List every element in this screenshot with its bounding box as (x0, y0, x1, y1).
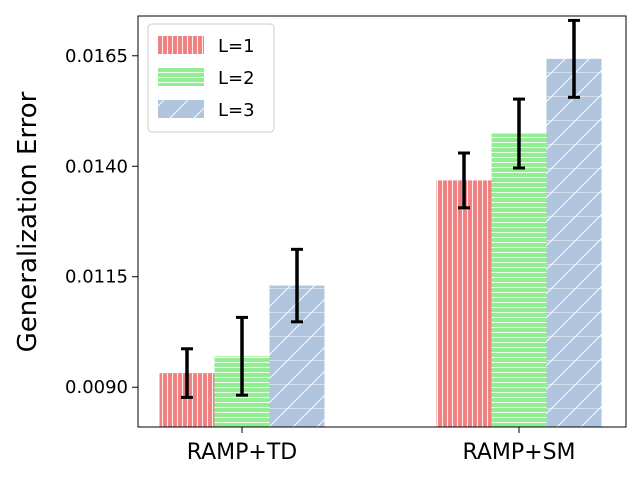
bar-L=3-RAMP+SM (546, 58, 602, 428)
bar-hatch (546, 58, 602, 428)
legend: L=1 L=2 L=3 (147, 23, 275, 133)
legend-item-L=3: L=3 (158, 100, 255, 121)
legend-label: L=1 (218, 36, 255, 57)
bar-hatch (436, 180, 492, 427)
error-bar-L=3-RAMP+TD (291, 247, 303, 324)
error-bar-L=2-RAMP+TD (236, 315, 248, 397)
legend-item-L=1: L=1 (158, 36, 255, 57)
legend-label: L=3 (218, 100, 255, 121)
legend-swatch-hatch (158, 36, 204, 54)
error-bars-layer (181, 18, 580, 399)
axes-layer: 0.0090 0.0115 0.0140 0.0165 RAMP+TD RAMP+SM (65, 15, 627, 465)
bar-L=1-RAMP+SM (436, 180, 492, 427)
legend-item-L=2: L=2 (158, 68, 255, 89)
error-bar-L=1-RAMP+TD (181, 347, 193, 399)
error-bar-L=3-RAMP+SM (568, 18, 580, 99)
bar-L=2-RAMP+SM (491, 133, 547, 427)
legend-label: L=2 (218, 68, 255, 89)
y-tick-label: 0.0115 (65, 267, 128, 288)
y-tick-label: 0.0165 (65, 46, 128, 67)
error-bar-L=2-RAMP+SM (513, 97, 525, 170)
y-tick-label: 0.0140 (65, 156, 128, 177)
plot-frame (137, 15, 627, 428)
y-tick-label: 0.0090 (65, 377, 128, 398)
y-axis-title: Generalization Error (13, 91, 43, 352)
x-tick-label: RAMP+SM (462, 440, 575, 465)
x-tick-label: RAMP+TD (187, 440, 298, 465)
legend-swatch-hatch (158, 68, 204, 86)
error-bar-L=1-RAMP+SM (458, 151, 470, 210)
bars-layer (159, 58, 602, 428)
legend-swatch-hatch (158, 100, 204, 118)
bar-hatch (491, 133, 547, 427)
